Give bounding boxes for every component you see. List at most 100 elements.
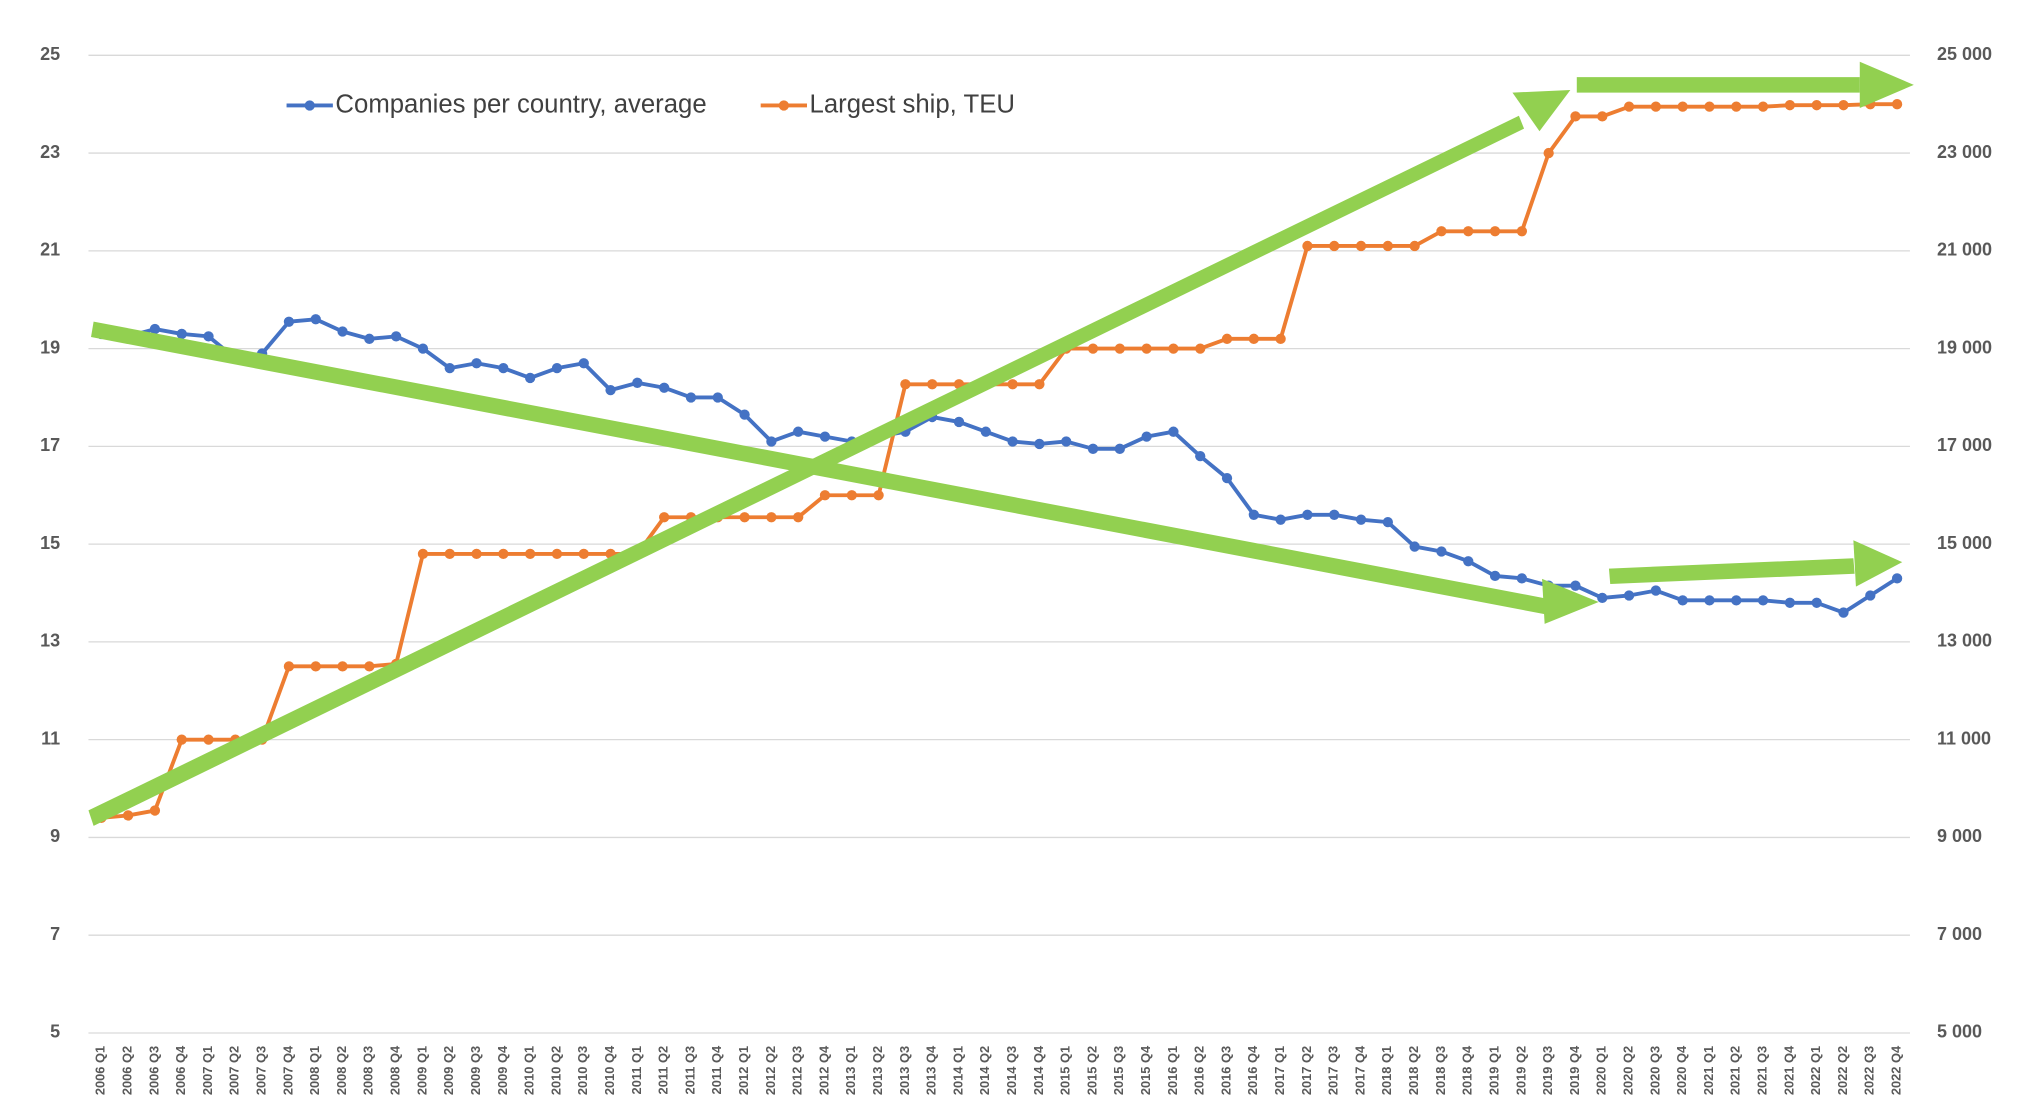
data-point bbox=[1007, 436, 1018, 447]
data-point bbox=[1838, 100, 1849, 111]
x-tick-label: 2013 Q2 bbox=[870, 1046, 885, 1095]
arrow-shaft bbox=[1576, 77, 1860, 93]
x-tick-label: 2007 Q4 bbox=[280, 1045, 295, 1095]
arrow-shaft bbox=[91, 321, 1552, 615]
data-point bbox=[525, 548, 536, 560]
x-tick-label: 2006 Q3 bbox=[146, 1046, 161, 1095]
x-tick-label: 2021 Q3 bbox=[1754, 1046, 1769, 1095]
x-tick-label: 2010 Q1 bbox=[522, 1046, 537, 1095]
data-point bbox=[149, 323, 161, 335]
data-point bbox=[1114, 343, 1125, 354]
x-tick-label: 2008 Q3 bbox=[361, 1046, 376, 1095]
data-point bbox=[1061, 436, 1072, 447]
data-point bbox=[1623, 101, 1635, 112]
arrow-shaft bbox=[1608, 558, 1855, 585]
x-tick-label: 2014 Q1 bbox=[950, 1046, 965, 1095]
x-tick-label: 2016 Q4 bbox=[1245, 1045, 1260, 1095]
data-point bbox=[1034, 379, 1045, 390]
data-point bbox=[1704, 595, 1715, 606]
data-point bbox=[1141, 343, 1152, 354]
data-point bbox=[1409, 240, 1420, 252]
x-tick-label: 2021 Q4 bbox=[1781, 1045, 1796, 1095]
data-point bbox=[1570, 111, 1581, 122]
data-point bbox=[1275, 333, 1286, 344]
x-tick-label: 2019 Q4 bbox=[1567, 1045, 1582, 1095]
x-tick-label: 2013 Q1 bbox=[843, 1046, 858, 1095]
x-tick-label: 2007 Q3 bbox=[254, 1046, 269, 1095]
x-tick-label: 2010 Q2 bbox=[548, 1046, 563, 1095]
arrow-head bbox=[1542, 578, 1599, 624]
x-tick-label: 2020 Q3 bbox=[1647, 1046, 1662, 1095]
legend-label: Largest ship, TEU bbox=[810, 90, 1015, 118]
y-tick-label: 15 bbox=[40, 533, 60, 553]
data-point bbox=[1221, 472, 1233, 484]
data-point bbox=[1891, 573, 1903, 584]
x-tick-label: 2006 Q2 bbox=[120, 1046, 135, 1095]
data-point bbox=[1811, 100, 1822, 111]
y-tick-label: 19 bbox=[40, 337, 60, 357]
data-point bbox=[739, 512, 750, 523]
x-tick-label: 2020 Q2 bbox=[1620, 1046, 1635, 1095]
x-tick-label: 2008 Q4 bbox=[388, 1045, 403, 1095]
data-point bbox=[1168, 343, 1179, 354]
x-tick-label: 2012 Q3 bbox=[790, 1046, 805, 1095]
data-point bbox=[659, 512, 670, 523]
data-point bbox=[1248, 509, 1259, 520]
data-point bbox=[1329, 509, 1340, 520]
x-tick-label: 2012 Q4 bbox=[816, 1045, 831, 1095]
data-point bbox=[953, 416, 965, 428]
data-point bbox=[1087, 443, 1099, 454]
y2-tick-label: 15 000 bbox=[1937, 533, 1992, 553]
data-point bbox=[712, 392, 723, 403]
data-point bbox=[203, 734, 214, 745]
data-point bbox=[525, 372, 536, 384]
data-point bbox=[739, 409, 750, 420]
data-point bbox=[1329, 240, 1340, 252]
data-point bbox=[1784, 100, 1796, 111]
x-tick-label: 2009 Q1 bbox=[414, 1046, 429, 1095]
data-point bbox=[927, 379, 938, 390]
data-point bbox=[417, 343, 429, 354]
data-point bbox=[391, 331, 402, 342]
y-tick-label: 13 bbox=[40, 631, 60, 651]
data-point bbox=[1355, 240, 1367, 252]
data-point bbox=[1731, 101, 1742, 112]
x-tick-label: 2016 Q2 bbox=[1192, 1046, 1207, 1095]
data-point bbox=[1597, 592, 1608, 604]
x-tick-label: 2017 Q2 bbox=[1299, 1046, 1314, 1095]
data-point bbox=[337, 661, 348, 672]
data-point bbox=[283, 661, 295, 672]
y2-tick-label: 17 000 bbox=[1937, 435, 1992, 455]
data-point bbox=[1650, 585, 1662, 596]
x-tick-label: 2020 Q4 bbox=[1674, 1045, 1689, 1095]
data-point bbox=[766, 436, 777, 447]
x-tick-label: 2016 Q3 bbox=[1218, 1046, 1233, 1095]
data-point bbox=[1275, 514, 1286, 525]
data-point bbox=[498, 548, 509, 560]
x-tick-label: 2021 Q2 bbox=[1728, 1046, 1743, 1095]
data-point bbox=[1195, 343, 1206, 354]
data-point bbox=[1597, 111, 1608, 122]
y2-tick-label: 23 000 bbox=[1937, 142, 1992, 162]
x-tick-label: 2015 Q3 bbox=[1111, 1046, 1126, 1095]
data-point bbox=[471, 548, 482, 560]
y-tick-label: 5 bbox=[50, 1022, 60, 1042]
x-tick-label: 2010 Q3 bbox=[575, 1046, 590, 1095]
data-point bbox=[176, 734, 187, 745]
x-tick-label: 2020 Q1 bbox=[1594, 1046, 1609, 1095]
y2-tick-label: 25 000 bbox=[1937, 44, 1992, 64]
annotation-arrows bbox=[88, 61, 1914, 826]
x-tick-label: 2022 Q1 bbox=[1808, 1046, 1823, 1095]
data-point bbox=[417, 548, 429, 560]
data-point bbox=[310, 314, 321, 325]
x-tick-label: 2009 Q3 bbox=[468, 1046, 483, 1095]
data-point bbox=[873, 490, 884, 501]
data-point bbox=[1302, 240, 1313, 252]
data-point bbox=[1677, 101, 1688, 112]
y-tick-label: 11 bbox=[41, 728, 60, 748]
x-tick-label: 2015 Q4 bbox=[1138, 1045, 1153, 1095]
x-tick-label: 2017 Q3 bbox=[1326, 1046, 1341, 1095]
data-point bbox=[1382, 240, 1393, 252]
legend-marker bbox=[778, 100, 789, 111]
